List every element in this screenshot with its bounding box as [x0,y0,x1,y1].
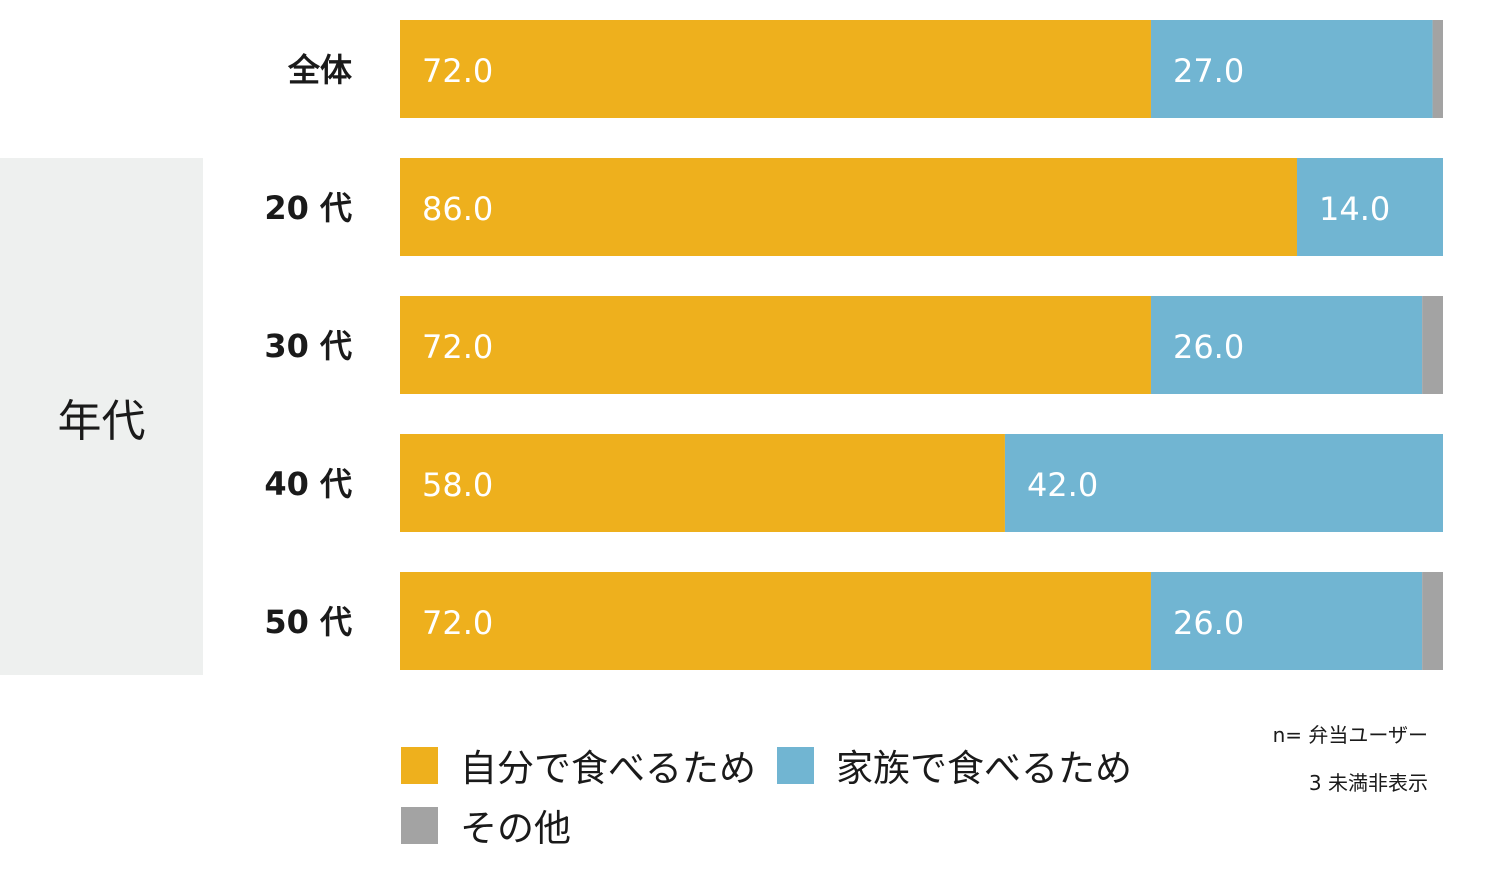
bar-segment [1296,158,1443,256]
category-label: 50 代 [264,603,352,641]
group-background [0,158,203,675]
category-label: 全体 [287,51,352,89]
bar-segment [1422,296,1443,394]
group-label: 年代 [57,395,146,447]
bar-segment [1004,434,1443,532]
bar-segment [400,296,1151,394]
data-label: 72.0 [422,604,493,642]
legend-swatch-family [777,746,814,784]
data-label: 26.0 [1173,328,1244,366]
category-label: 20 代 [264,189,352,227]
bar-segment [400,434,1005,532]
legend-swatch-other [401,806,438,844]
data-label: 72.0 [422,328,493,366]
data-label: 58.0 [422,466,493,504]
legend-item-self: 自分で食べるため [401,738,756,792]
bar-segment [400,20,1151,118]
bar-segment [1432,20,1443,118]
category-label: 30 代 [264,327,352,365]
threshold-note: 3 未満非表示 [1308,771,1428,795]
data-label: 14.0 [1319,190,1390,228]
legend-item-family: 家族で食べるため [777,738,1132,792]
bar-segment [1150,296,1423,394]
data-label: 27.0 [1173,52,1244,90]
bar-segment [1422,572,1443,670]
bar-segment [1150,572,1423,670]
legend-item-other: その他 [401,798,571,852]
legend-swatch-self [401,746,438,784]
sample-note: n= 弁当ユーザー [1272,723,1428,747]
legend-label-self: 自分で食べるため [460,747,756,790]
legend-label-family: 家族で食べるため [836,747,1132,790]
data-label: 42.0 [1027,466,1098,504]
bar-segment [400,158,1297,256]
bar-segment [1150,20,1433,118]
data-label: 26.0 [1173,604,1244,642]
data-label: 86.0 [422,190,493,228]
bar-segment [400,572,1151,670]
legend-label-other: その他 [460,807,571,850]
category-label: 40 代 [264,465,352,503]
data-label: 72.0 [422,52,493,90]
